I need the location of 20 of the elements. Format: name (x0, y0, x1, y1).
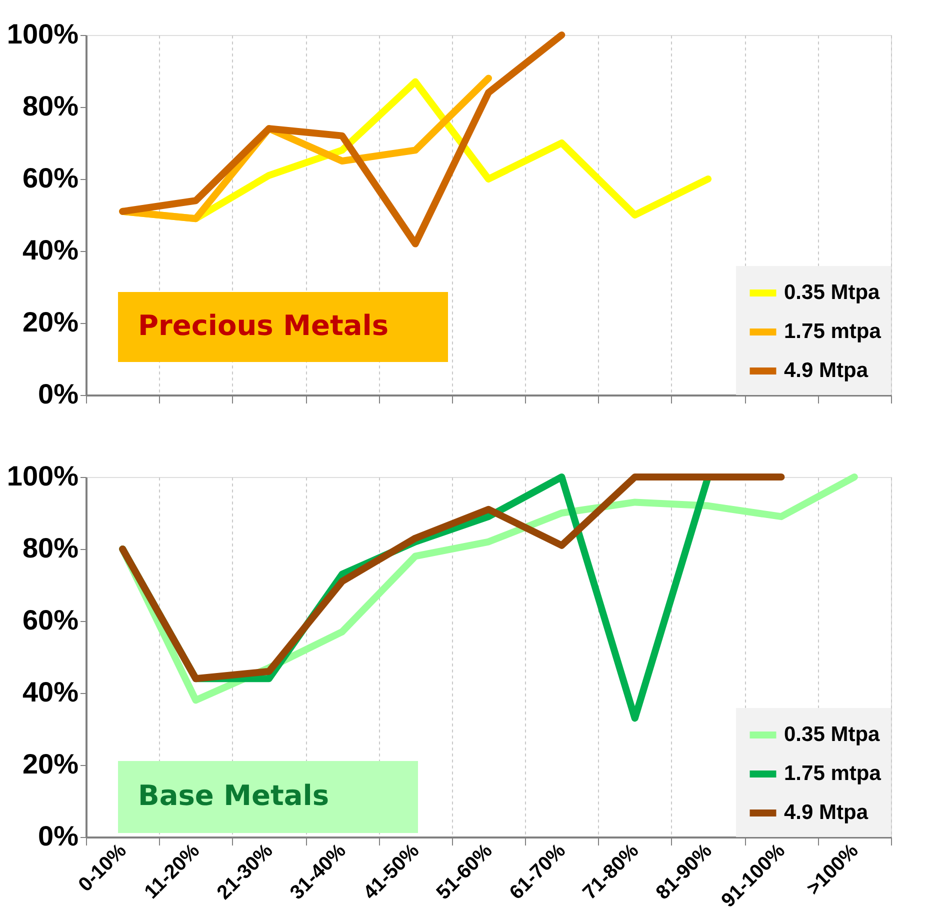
y-tick-label: 20% (22, 748, 79, 780)
y-tick-label: 0% (38, 378, 79, 410)
y-tick-label: 40% (22, 676, 79, 708)
legend-label: 4.9 Mtpa (784, 359, 868, 382)
legend-label: 1.75 mtpa (784, 762, 882, 785)
y-tick-label: 80% (22, 532, 79, 564)
text: Precious Metals (138, 309, 388, 342)
legend-label: 0.35 Mtpa (784, 281, 880, 304)
y-tick-label: 0% (38, 820, 79, 852)
legend-label: 0.35 Mtpa (784, 723, 880, 746)
text: Base Metals (138, 779, 330, 812)
legend-label: 4.9 Mtpa (784, 801, 868, 824)
y-tick-label: 60% (22, 162, 79, 194)
y-tick-label: 100% (6, 18, 79, 50)
y-tick-label: 60% (22, 604, 79, 636)
y-tick-label: 40% (22, 234, 79, 266)
y-tick-label: 80% (22, 90, 79, 122)
y-tick-label: 100% (6, 460, 79, 492)
y-tick-label: 20% (22, 306, 79, 338)
legend-label: 1.75 mtpa (784, 320, 882, 343)
